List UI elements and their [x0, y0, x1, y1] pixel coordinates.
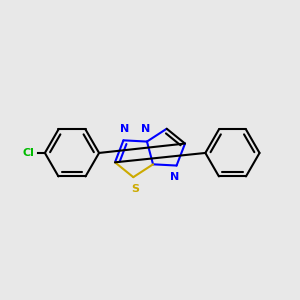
Text: Cl: Cl [22, 148, 34, 158]
Text: N: N [141, 124, 150, 134]
Text: N: N [170, 172, 180, 182]
Text: S: S [131, 184, 139, 194]
Text: N: N [120, 124, 130, 134]
